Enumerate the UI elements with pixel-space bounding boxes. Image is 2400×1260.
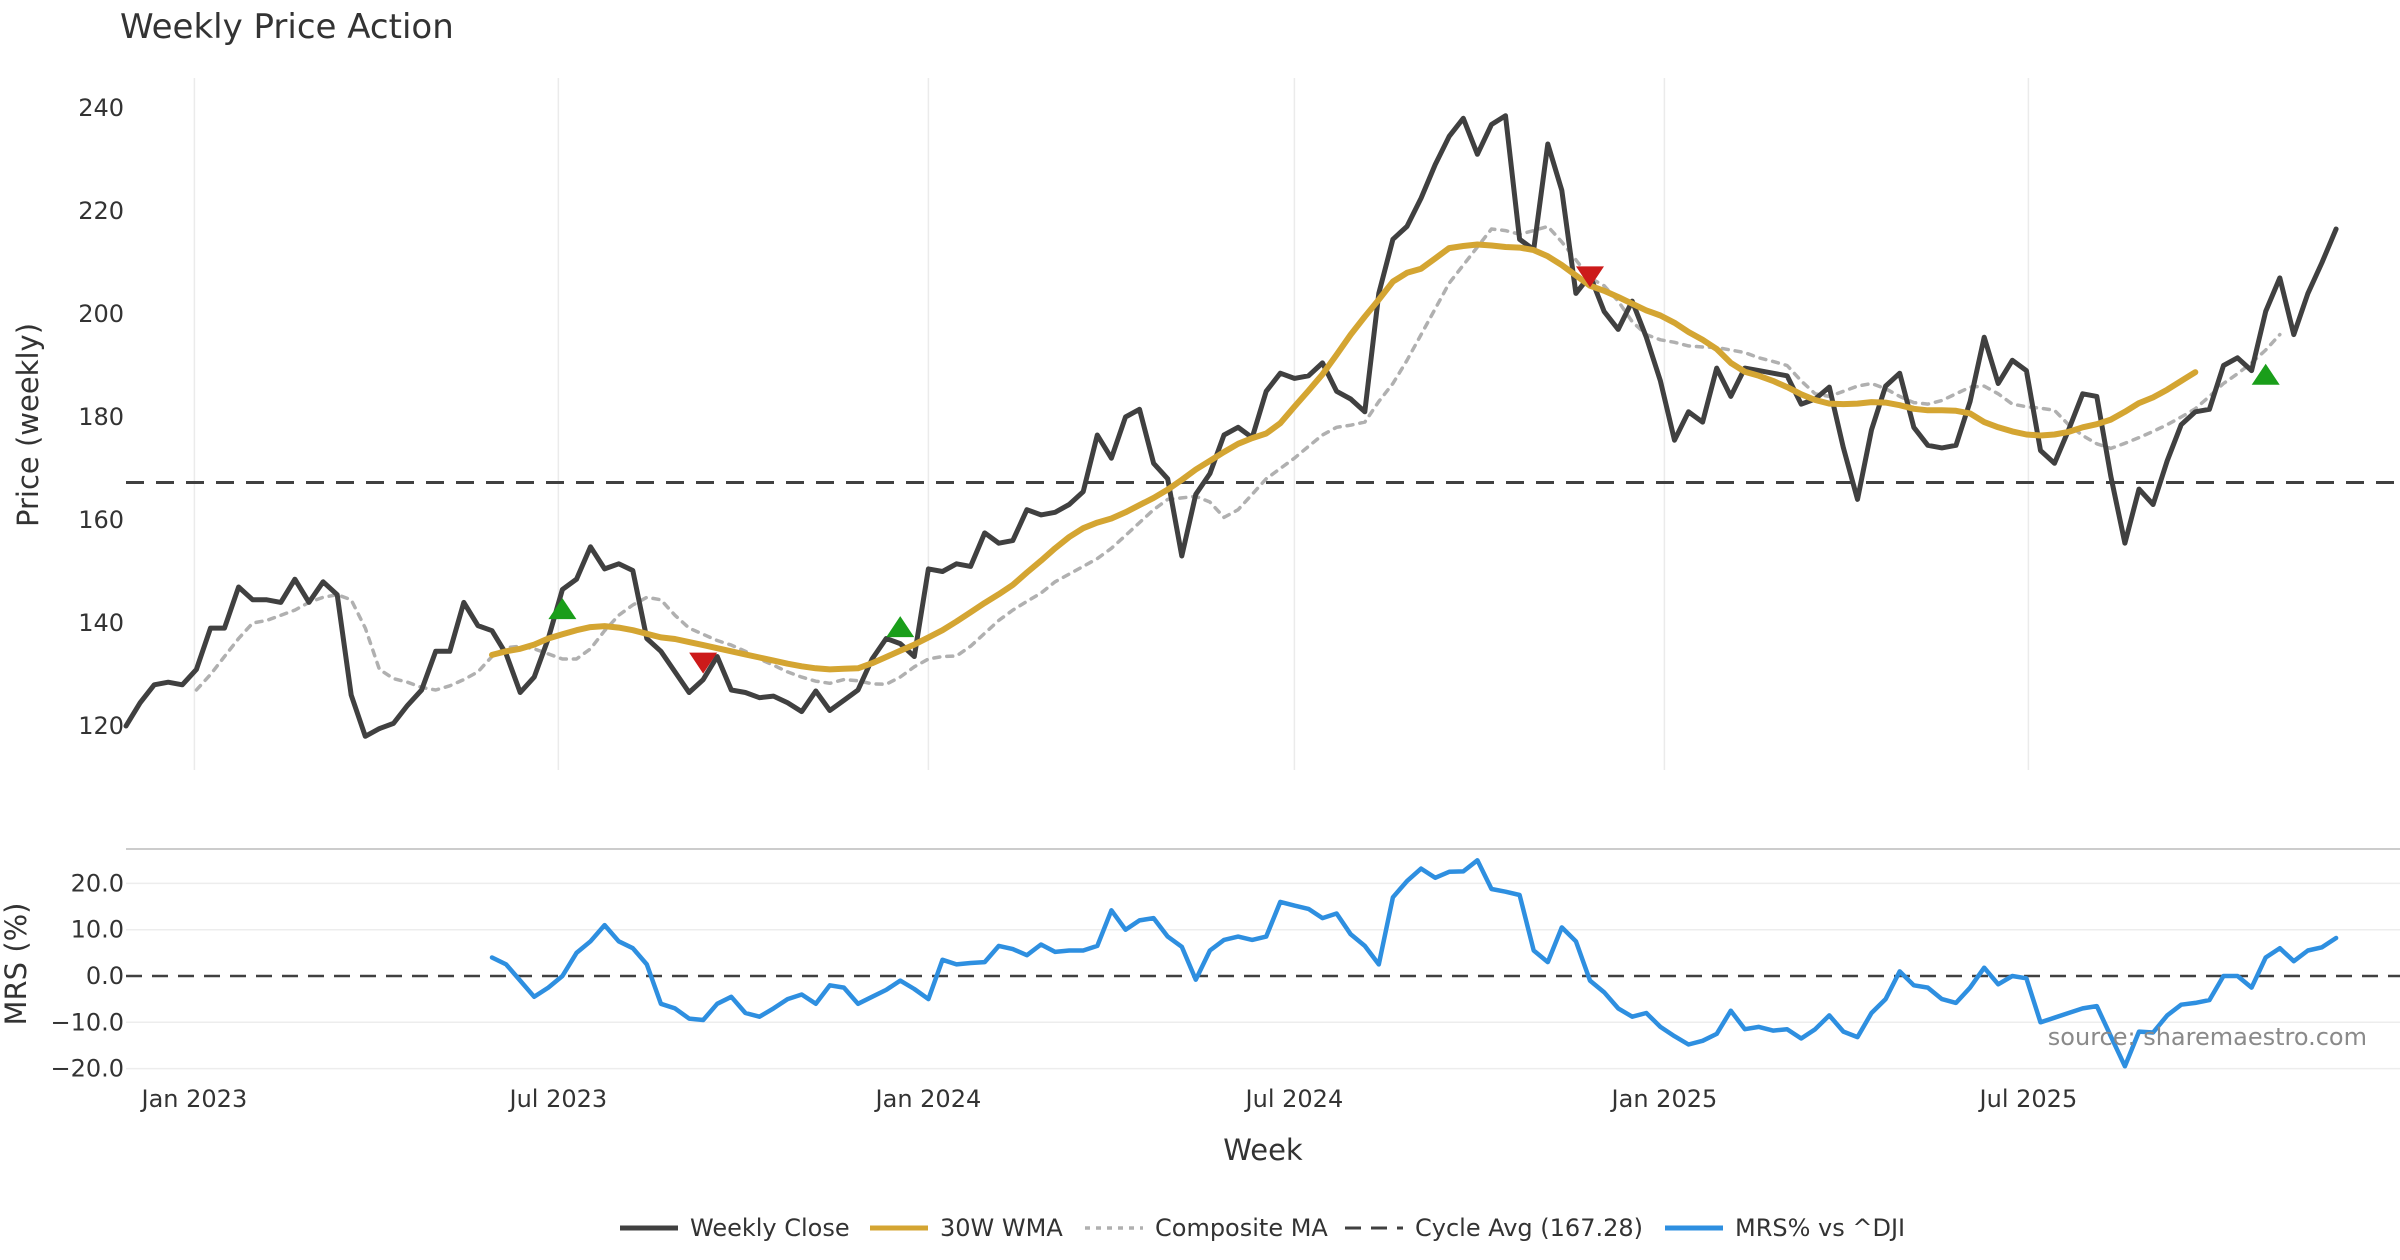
price-y-ticks: 120 140 160 180 200 220 240	[78, 94, 124, 740]
source-note: source: sharemaestro.com	[2048, 1023, 2367, 1051]
mrs-panel: −20.0 −10.0 0.0 10.0 20.0 MRS (%) source: sh…	[0, 848, 2400, 1083]
sell-signal-marker	[1576, 266, 1604, 288]
x-tick-label: Jul 2023	[508, 1085, 608, 1113]
x-tick-label: Jan 2024	[874, 1085, 982, 1113]
legend-label: 30W WMA	[940, 1214, 1063, 1242]
series-30w-wma	[489, 241, 2199, 673]
x-tick-label: Jul 2025	[1978, 1085, 2078, 1113]
series-mrs-vs-dji	[489, 858, 2339, 1069]
price-series	[123, 113, 2339, 739]
price-panel: 120 140 160 180 200 220 240 Price (weekly)	[11, 78, 2400, 770]
signal-markers	[548, 266, 2280, 674]
mrs-y-tick-label: 20.0	[71, 869, 124, 897]
legend-label: MRS% vs ^DJI	[1735, 1214, 1905, 1242]
series-composite-ma	[194, 224, 2282, 692]
price-y-tick-label: 220	[78, 197, 124, 225]
mrs-y-tick-label: −10.0	[50, 1008, 124, 1036]
legend-label: Weekly Close	[690, 1214, 850, 1242]
buy-signal-marker	[886, 616, 915, 638]
price-y-tick-label: 160	[78, 506, 124, 534]
mrs-y-tick-label: 0.0	[86, 962, 124, 990]
mrs-y-axis-label: MRS (%)	[0, 903, 33, 1026]
mrs-y-ticks: −20.0 −10.0 0.0 10.0 20.0	[50, 869, 124, 1082]
price-y-axis-label: Price (weekly)	[11, 323, 45, 527]
mrs-y-tick-label: −20.0	[50, 1055, 124, 1083]
price-y-tick-label: 120	[78, 712, 124, 740]
buy-signal-marker	[548, 598, 577, 620]
sell-signal-marker	[689, 652, 718, 674]
legend-label: Composite MA	[1155, 1214, 1328, 1242]
legend: Weekly Close 30W WMA Composite MA Cycle Avg…	[620, 1214, 1905, 1242]
price-y-tick-label: 240	[78, 94, 124, 122]
x-tick-label: Jul 2024	[1244, 1085, 1344, 1113]
price-y-tick-label: 200	[78, 300, 124, 328]
mrs-gridlines	[126, 882, 2400, 1070]
price-y-tick-label: 140	[78, 609, 124, 637]
chart-title: Weekly Price Action	[120, 7, 454, 47]
x-tick-label: Jan 2025	[1610, 1085, 1718, 1113]
legend-label: Cycle Avg (167.28)	[1415, 1214, 1643, 1242]
x-axis-ticks: Jan 2023 Jul 2023 Jan 2024 Jul 2024 Jan 2025…	[140, 1085, 2078, 1113]
x-tick-label: Jan 2023	[140, 1085, 248, 1113]
x-axis-title: Week	[1223, 1133, 1303, 1167]
mrs-series	[489, 858, 2339, 1069]
mrs-y-tick-label: 10.0	[71, 916, 124, 944]
buy-signal-marker	[2251, 363, 2280, 385]
series-weekly-close	[123, 113, 2339, 739]
price-gridlines	[193, 78, 2030, 770]
price-y-tick-label: 180	[78, 403, 124, 431]
